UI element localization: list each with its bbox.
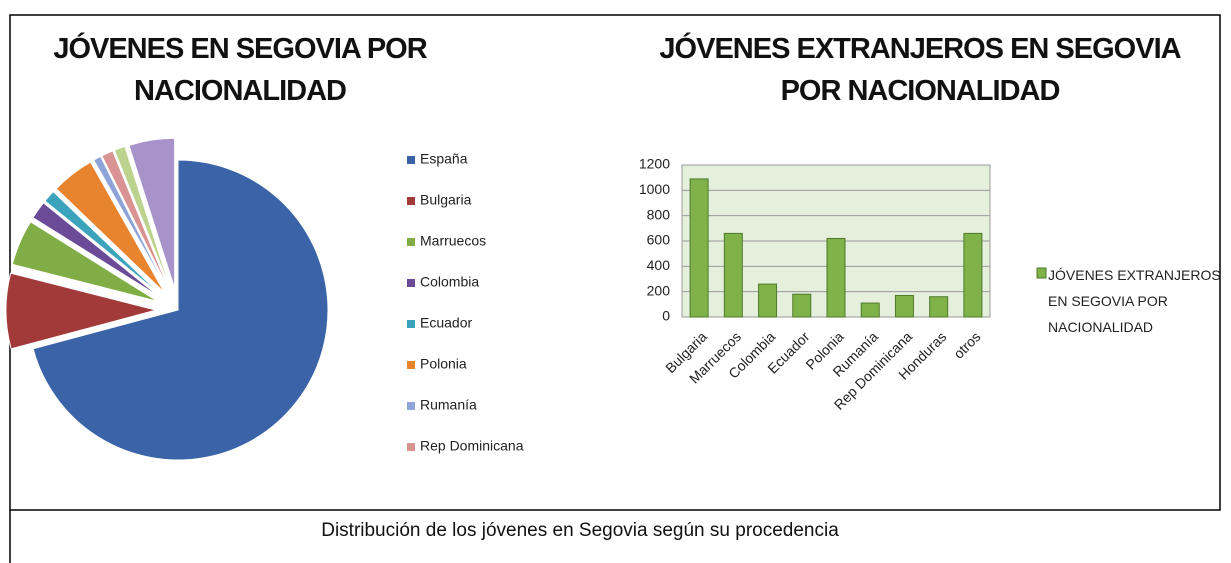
bar	[792, 293, 812, 318]
frame	[9, 14, 1221, 511]
bar	[758, 283, 778, 318]
legend-swatch	[407, 361, 415, 369]
legend-swatch	[1036, 267, 1047, 279]
pie-slice	[128, 137, 176, 289]
caption: Distribución de los jóvenes en Segovia s…	[321, 520, 839, 541]
bar	[929, 296, 949, 318]
legend-swatch	[407, 197, 415, 205]
pie-slice	[55, 161, 165, 293]
y-tick-label: 400	[647, 257, 671, 273]
legend-label: Rumanía	[420, 397, 477, 413]
legend-swatch	[407, 156, 415, 164]
y-tick-label: 800	[647, 206, 671, 222]
y-tick-label: 200	[647, 282, 671, 298]
legend-swatch	[407, 320, 415, 328]
y-tick-label: 600	[647, 232, 671, 248]
bar	[963, 232, 983, 318]
legend-label: Colombia	[420, 274, 479, 290]
pie-slice	[32, 202, 161, 298]
pie-slice	[44, 190, 162, 296]
pie-slice	[5, 272, 158, 350]
legend-label: Ecuador	[420, 315, 472, 331]
y-tick-label: 1000	[639, 181, 670, 197]
legend-swatch	[407, 443, 415, 451]
bar	[860, 302, 880, 318]
legend-label: España	[420, 151, 468, 167]
bar	[723, 232, 743, 318]
y-tick-label: 1200	[639, 156, 670, 172]
legend-swatch	[407, 238, 415, 246]
bar	[894, 294, 914, 318]
y-tick-label: 0	[662, 308, 670, 324]
bar	[689, 178, 709, 318]
bar	[826, 237, 846, 318]
pie-slice	[11, 221, 159, 302]
legend-swatch	[407, 279, 415, 287]
pie-slice	[101, 150, 170, 291]
legend-label: Marruecos	[420, 233, 486, 249]
bar-title: JÓVENES EXTRANJEROS EN SEGOVIA POR NACIO…	[659, 33, 1181, 107]
legend-label: Polonia	[420, 356, 467, 372]
legend-label: Bulgaria	[420, 192, 472, 208]
pie-slice	[93, 155, 169, 291]
x-tick-label: otros	[950, 328, 983, 361]
legend-label: Rep Dominicana	[420, 438, 524, 454]
pie-slice	[32, 159, 329, 461]
legend-swatch	[407, 402, 415, 410]
pie-slice	[113, 145, 172, 290]
pie-title: JÓVENES EN SEGOVIA POR NACIONALIDAD	[53, 33, 427, 107]
bar-legend-label: JÓVENES EXTRANJEROS EN SEGOVIA POR NACIO…	[1048, 267, 1221, 335]
